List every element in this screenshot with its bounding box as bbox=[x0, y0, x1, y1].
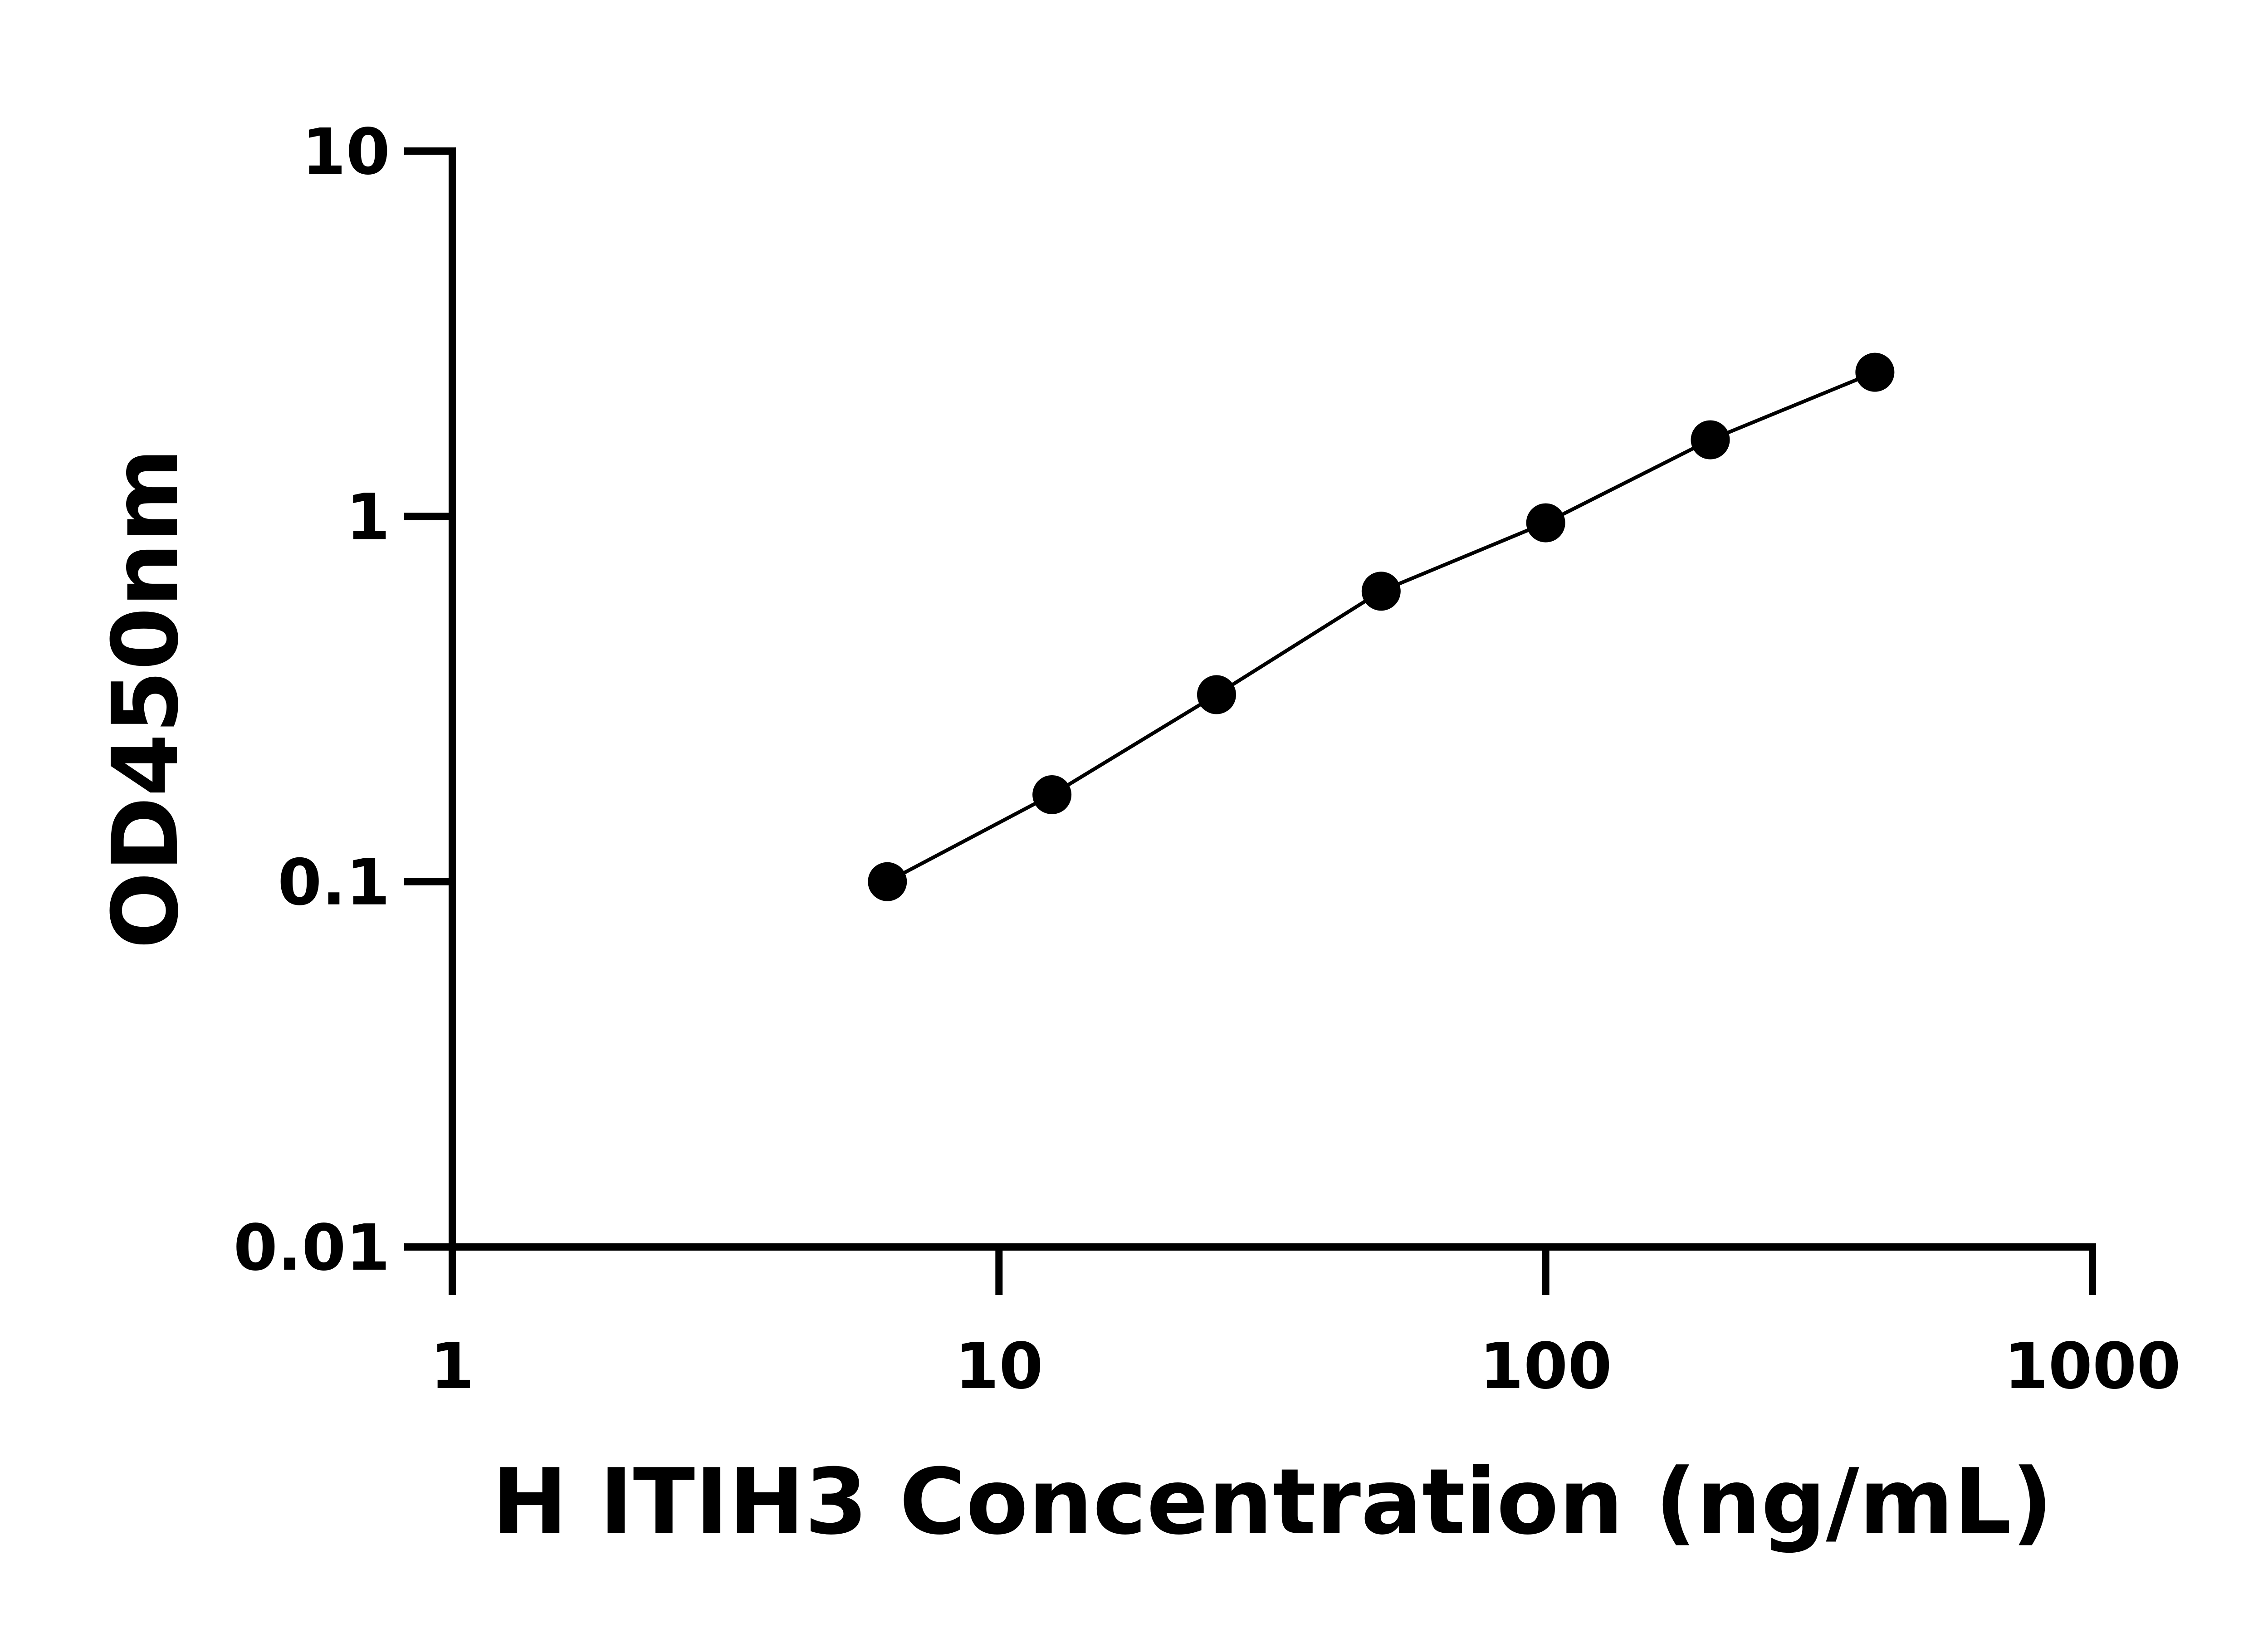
y-tick-label: 0.01 bbox=[234, 1211, 390, 1285]
data-point bbox=[1691, 420, 1730, 460]
y-tick-label: 1 bbox=[346, 480, 390, 554]
x-tick-label: 1 bbox=[430, 1330, 474, 1403]
data-point bbox=[1197, 675, 1236, 714]
x-tick-label: 10 bbox=[955, 1330, 1043, 1403]
y-axis-title: OD450nm bbox=[93, 448, 199, 949]
x-tick-label: 100 bbox=[1480, 1330, 1612, 1403]
y-tick-label: 10 bbox=[302, 115, 390, 189]
data-point bbox=[868, 862, 907, 901]
data-point bbox=[1032, 775, 1072, 814]
data-point bbox=[1855, 352, 1895, 392]
data-point bbox=[1361, 572, 1401, 611]
x-tick-label: 1000 bbox=[2004, 1330, 2181, 1403]
data-point bbox=[1526, 503, 1565, 543]
x-axis-title: H ITIH3 Concentration (ng/mL) bbox=[492, 1449, 2053, 1555]
y-tick-label: 0.1 bbox=[278, 846, 390, 920]
